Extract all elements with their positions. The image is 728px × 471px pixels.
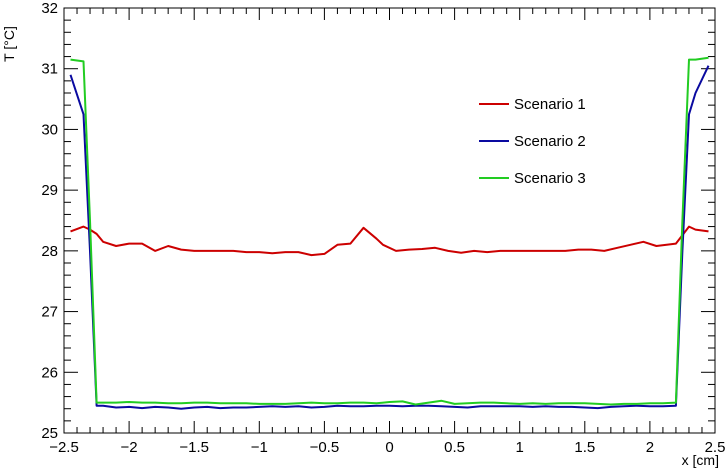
x-tick-label: −2 [121, 439, 138, 456]
series-line-1 [70, 225, 709, 257]
y-tick-label: 26 [41, 364, 58, 381]
y-tick-label: 28 [41, 243, 58, 260]
x-tick-label: −1.5 [179, 439, 209, 456]
x-tick-label: −2.5 [49, 439, 79, 456]
y-tick-label: 30 [41, 121, 58, 138]
legend-label-1: Scenario 1 [514, 96, 586, 113]
x-tick-label: 2.5 [705, 439, 726, 456]
y-tick-label: 27 [41, 304, 58, 321]
legend-label-3: Scenario 3 [514, 170, 586, 187]
y-tick-label: 25 [41, 425, 58, 442]
x-axis-label: x [cm] [682, 452, 719, 468]
y-tick-label: 32 [41, 0, 58, 17]
x-tick-label: −1 [251, 439, 268, 456]
y-axis-label: T [°C] [1, 26, 17, 62]
tick-labels: −2.5 −2 −1.5 −1 −0.5 0 0.5 1 1.5 2 2.5 25 26 27 28 29 30… [41, 0, 725, 456]
x-tick-label: 2 [646, 439, 654, 456]
axis-ticks [63, 7, 716, 434]
legend-label-2: Scenario 2 [514, 133, 586, 150]
series-line-3 [70, 56, 709, 406]
x-tick-label: 1 [516, 439, 524, 456]
y-tick-label: 31 [41, 61, 58, 78]
plot-frame [63, 7, 716, 434]
series-line-2 [69, 65, 710, 410]
legend: Scenario 1 Scenario 2 Scenario 3 [479, 96, 586, 187]
x-tick-label: 1.5 [574, 439, 595, 456]
x-tick-label: −0.5 [310, 439, 340, 456]
x-tick-label: 0.5 [444, 439, 465, 456]
y-tick-label: 29 [41, 182, 58, 199]
x-tick-label: 0 [385, 439, 393, 456]
series-lines [69, 56, 710, 410]
